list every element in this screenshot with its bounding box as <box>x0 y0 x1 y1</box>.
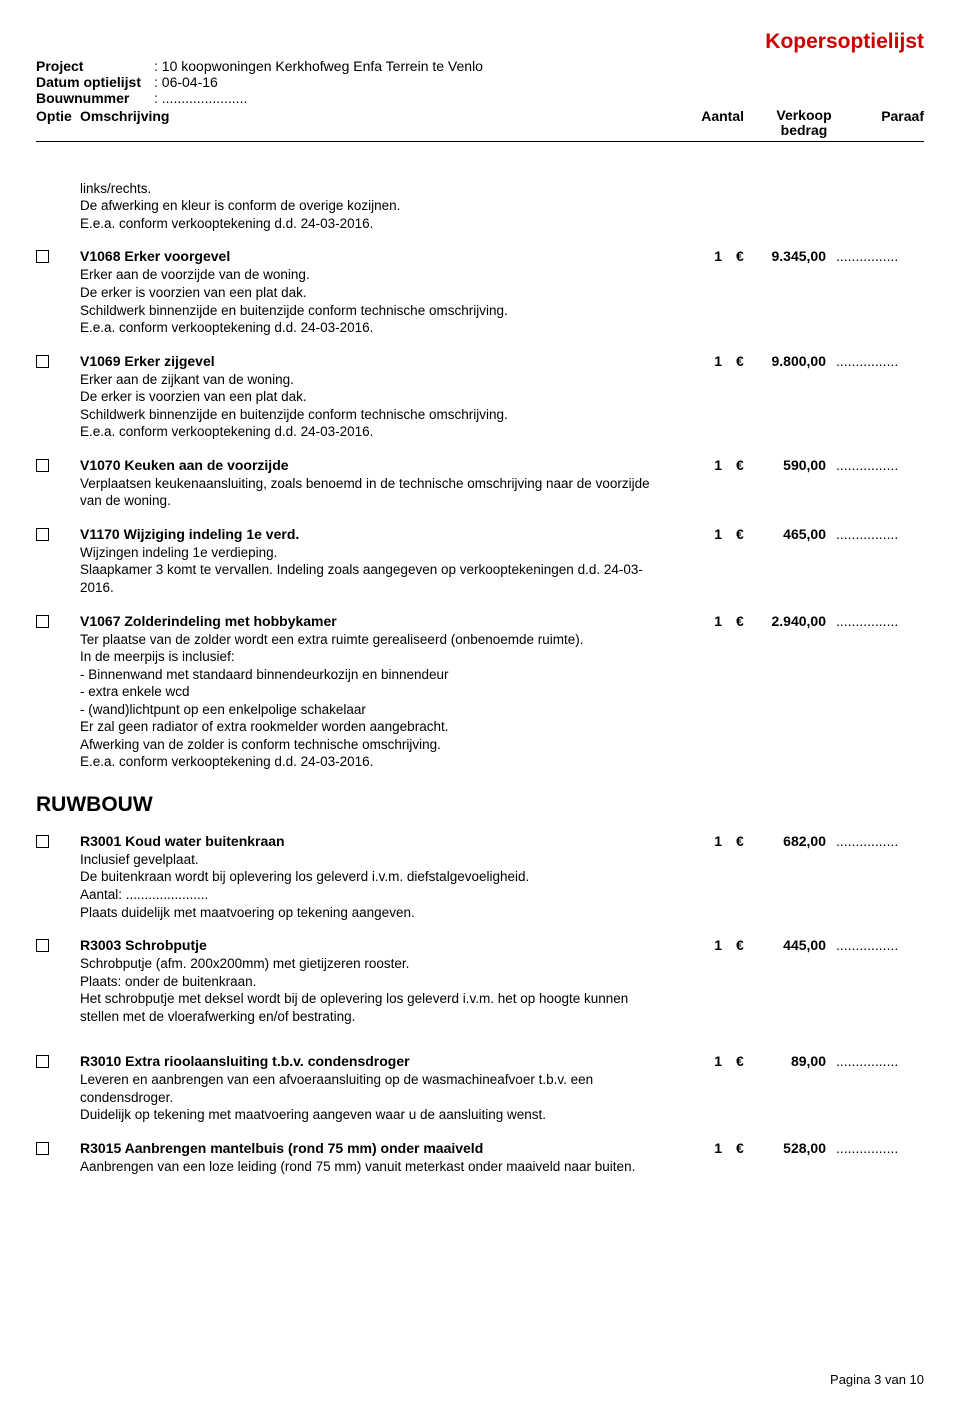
option-item: R3003 Schrobputje1€445,00...............… <box>36 937 924 1025</box>
paraaf-field[interactable]: ................ <box>836 1053 916 1069</box>
option-aantal: 1 <box>686 526 736 542</box>
option-price: 590,00 <box>754 457 836 473</box>
paraaf-field[interactable]: ................ <box>836 526 916 542</box>
option-title: R3003 Schrobputje <box>80 937 686 953</box>
checkbox[interactable] <box>36 1055 49 1068</box>
col-verkoop: Verkoop bedrag <box>754 108 854 139</box>
option-aantal: 1 <box>686 353 736 369</box>
option-desc: Erker aan de zijkant van de woning. De e… <box>80 371 670 441</box>
checkbox[interactable] <box>36 528 49 541</box>
paraaf-field[interactable]: ................ <box>836 937 916 953</box>
option-item: V1067 Zolderindeling met hobbykamer1€2.9… <box>36 613 924 771</box>
option-desc: Ter plaatse van de zolder wordt een extr… <box>80 631 670 771</box>
option-price: 682,00 <box>754 833 836 849</box>
option-item: R3010 Extra rioolaansluiting t.b.v. cond… <box>36 1053 924 1124</box>
checkbox[interactable] <box>36 835 49 848</box>
datum-value: : 06-04-16 <box>154 74 218 90</box>
option-title: V1069 Erker zijgevel <box>80 353 686 369</box>
option-item: V1070 Keuken aan de voorzijde1€590,00...… <box>36 457 924 510</box>
option-title: R3015 Aanbrengen mantelbuis (rond 75 mm)… <box>80 1140 686 1156</box>
option-item: V1069 Erker zijgevel1€9.800,00..........… <box>36 353 924 441</box>
option-desc: Erker aan de voorzijde van de woning. De… <box>80 266 670 336</box>
checkbox[interactable] <box>36 355 49 368</box>
option-aantal: 1 <box>686 457 736 473</box>
intro-desc: links/rechts. De afwerking en kleur is c… <box>80 180 670 233</box>
section-ruwbouw: RUWBOUW <box>36 793 924 817</box>
checkbox[interactable] <box>36 459 49 472</box>
currency-symbol: € <box>736 526 754 542</box>
header-meta: Project : 10 koopwoningen Kerkhofweg Enf… <box>36 58 924 106</box>
currency-symbol: € <box>736 833 754 849</box>
currency-symbol: € <box>736 613 754 629</box>
option-title: V1067 Zolderindeling met hobbykamer <box>80 613 686 629</box>
page-footer: Pagina 3 van 10 <box>830 1372 924 1387</box>
option-price: 9.800,00 <box>754 353 836 369</box>
col-aantal: Aantal <box>686 108 754 139</box>
option-aantal: 1 <box>686 613 736 629</box>
currency-symbol: € <box>736 248 754 264</box>
option-title: V1170 Wijziging indeling 1e verd. <box>80 526 686 542</box>
checkbox[interactable] <box>36 250 49 263</box>
option-desc: Inclusief gevelplaat. De buitenkraan wor… <box>80 851 670 921</box>
datum-label: Datum optielijst <box>36 74 154 90</box>
option-desc: Verplaatsen keukenaansluiting, zoals ben… <box>80 475 670 510</box>
page: Kopersoptielijst Project : 10 koopwoning… <box>0 0 960 1401</box>
paraaf-field[interactable]: ................ <box>836 1140 916 1156</box>
paraaf-field[interactable]: ................ <box>836 457 916 473</box>
paraaf-field[interactable]: ................ <box>836 613 916 629</box>
doc-title: Kopersoptielijst <box>36 30 924 54</box>
currency-symbol: € <box>736 457 754 473</box>
body: links/rechts. De afwerking en kleur is c… <box>36 178 924 1176</box>
column-headers: Optie Omschrijving Aantal Verkoop bedrag… <box>36 108 924 142</box>
checkbox[interactable] <box>36 615 49 628</box>
option-aantal: 1 <box>686 937 736 953</box>
project-value: : 10 koopwoningen Kerkhofweg Enfa Terrei… <box>154 58 483 74</box>
option-price: 465,00 <box>754 526 836 542</box>
option-aantal: 1 <box>686 1140 736 1156</box>
col-paraaf: Paraaf <box>854 108 924 139</box>
intro-item: links/rechts. De afwerking en kleur is c… <box>36 178 924 233</box>
option-item: R3015 Aanbrengen mantelbuis (rond 75 mm)… <box>36 1140 924 1176</box>
option-title: R3001 Koud water buitenkraan <box>80 833 686 849</box>
paraaf-field[interactable]: ................ <box>836 833 916 849</box>
option-desc: Schrobputje (afm. 200x200mm) met gietijz… <box>80 955 670 1025</box>
checkbox[interactable] <box>36 1142 49 1155</box>
col-optie: Optie <box>36 108 80 139</box>
option-item: R3001 Koud water buitenkraan1€682,00....… <box>36 833 924 921</box>
option-desc: Aanbrengen van een loze leiding (rond 75… <box>80 1158 670 1176</box>
option-desc: Leveren en aanbrengen van een afvoeraans… <box>80 1071 670 1124</box>
option-price: 445,00 <box>754 937 836 953</box>
project-label: Project <box>36 58 154 74</box>
option-item: V1068 Erker voorgevel1€9.345,00.........… <box>36 248 924 336</box>
option-price: 89,00 <box>754 1053 836 1069</box>
checkbox[interactable] <box>36 939 49 952</box>
currency-symbol: € <box>736 1053 754 1069</box>
col-omsch: Omschrijving <box>80 108 686 139</box>
option-aantal: 1 <box>686 1053 736 1069</box>
paraaf-field[interactable]: ................ <box>836 353 916 369</box>
option-price: 9.345,00 <box>754 248 836 264</box>
currency-symbol: € <box>736 1140 754 1156</box>
paraaf-field[interactable]: ................ <box>836 248 916 264</box>
option-title: V1068 Erker voorgevel <box>80 248 686 264</box>
bouwnr-label: Bouwnummer <box>36 90 154 106</box>
bouwnr-value: : ...................... <box>154 90 247 106</box>
currency-symbol: € <box>736 353 754 369</box>
option-item: V1170 Wijziging indeling 1e verd.1€465,0… <box>36 526 924 597</box>
option-desc: Wijzingen indeling 1e verdieping. Slaapk… <box>80 544 670 597</box>
option-title: V1070 Keuken aan de voorzijde <box>80 457 686 473</box>
option-price: 2.940,00 <box>754 613 836 629</box>
currency-symbol: € <box>736 937 754 953</box>
option-price: 528,00 <box>754 1140 836 1156</box>
option-aantal: 1 <box>686 833 736 849</box>
option-title: R3010 Extra rioolaansluiting t.b.v. cond… <box>80 1053 686 1069</box>
option-aantal: 1 <box>686 248 736 264</box>
